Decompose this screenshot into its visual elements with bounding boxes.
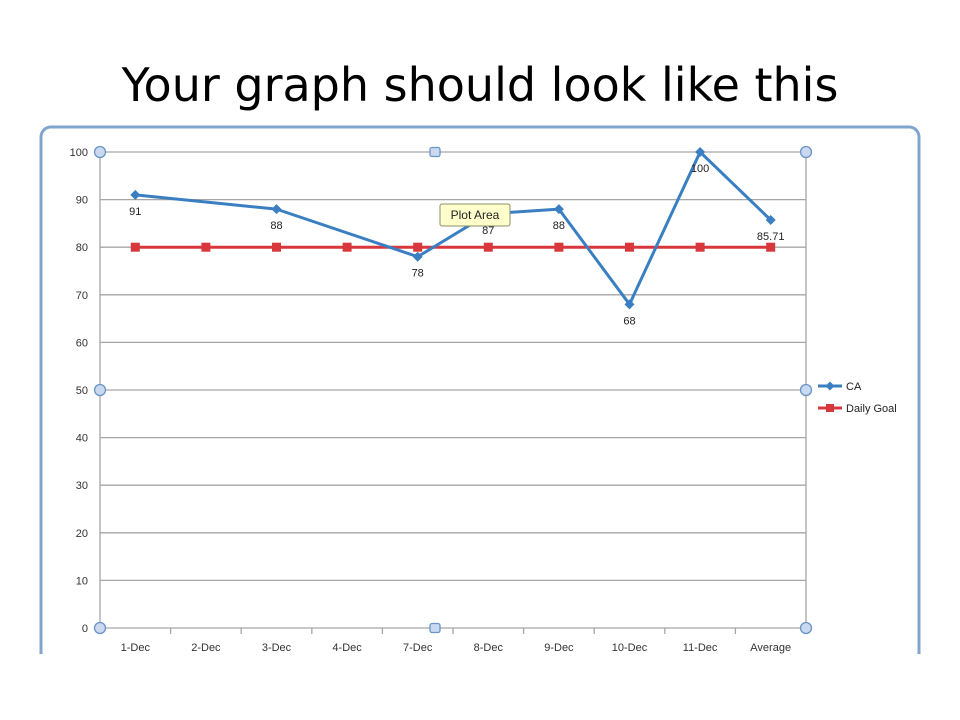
y-tick-label: 70 <box>76 290 88 302</box>
x-tick-label: Average <box>750 642 791 654</box>
x-tick-label: 1-Dec <box>121 642 151 654</box>
y-tick-label: 50 <box>76 385 88 397</box>
y-tick-label: 0 <box>82 623 88 635</box>
daily-goal-marker[interactable] <box>342 242 352 252</box>
ca-data-label: 100 <box>691 163 709 175</box>
ca-data-label: 87 <box>482 225 494 237</box>
ca-marker[interactable] <box>624 299 635 310</box>
slide-title: Your graph should look like this <box>121 58 839 112</box>
x-tick-label: 8-Dec <box>474 642 504 654</box>
data-labels: 91 88 78 87 88 68 100 85.71 <box>129 163 784 327</box>
resize-handle-corner[interactable] <box>799 383 813 397</box>
ca-data-label: 68 <box>623 315 635 327</box>
ca-marker[interactable] <box>412 251 423 262</box>
legend-label: CA <box>846 381 862 393</box>
x-tick-label: 2-Dec <box>191 642 221 654</box>
daily-goal-marker[interactable] <box>695 242 705 252</box>
ca-marker[interactable] <box>130 189 141 200</box>
resize-handle-edge[interactable] <box>429 622 441 634</box>
daily-goal-marker[interactable] <box>413 242 423 252</box>
legend-label: Daily Goal <box>846 403 897 415</box>
ca-marker[interactable] <box>271 204 282 215</box>
legend-marker <box>825 381 835 391</box>
plot-area-handles <box>93 145 813 635</box>
resize-handle-corner[interactable] <box>93 383 107 397</box>
daily-goal-marker[interactable] <box>483 242 493 252</box>
y-tick-label: 40 <box>76 433 88 445</box>
tooltip-text: Plot Area <box>451 208 500 222</box>
plot-area-tooltip: Plot Area <box>439 203 511 227</box>
daily-goal-marker[interactable] <box>554 242 564 252</box>
resize-handle-edge[interactable] <box>429 146 441 158</box>
y-axis-ticks: 0 10 20 30 40 50 60 70 80 90 100 <box>70 147 88 635</box>
y-tick-label: 20 <box>76 528 88 540</box>
resize-handle-corner[interactable] <box>799 621 813 635</box>
y-tick-label: 80 <box>76 242 88 254</box>
series <box>130 147 776 310</box>
x-axis-ticks: 1-Dec 2-Dec 3-Dec 4-Dec 7-Dec 8-Dec 9-Dec 10-De… <box>121 642 791 654</box>
y-tick-label: 100 <box>70 147 88 159</box>
series-line-ca[interactable] <box>135 150 772 306</box>
legend: CA Daily Goal <box>818 381 897 415</box>
ca-data-label: 78 <box>412 268 424 280</box>
ca-data-label: 88 <box>553 220 565 232</box>
chart-frame[interactable]: 0 10 20 30 40 50 60 70 80 90 100 1-Dec 2-Dec 3-Dec 4-… <box>38 124 922 669</box>
ca-marker[interactable] <box>765 215 776 226</box>
legend-marker <box>826 404 834 412</box>
x-tick-label: 10-Dec <box>612 642 648 654</box>
resize-handle-corner[interactable] <box>93 621 107 635</box>
daily-goal-marker[interactable] <box>201 242 211 252</box>
line-chart[interactable]: 0 10 20 30 40 50 60 70 80 90 100 1-Dec 2-Dec 3-Dec 4-… <box>38 124 922 669</box>
x-tick-label: 4-Dec <box>332 642 362 654</box>
daily-goal-marker[interactable] <box>130 242 140 252</box>
ca-data-label: 85.71 <box>757 231 785 243</box>
daily-goal-marker[interactable] <box>625 242 634 252</box>
x-tick-label: 11-Dec <box>683 642 718 654</box>
resize-handle-corner[interactable] <box>799 145 813 159</box>
ca-marker[interactable] <box>553 204 564 215</box>
resize-handle-corner[interactable] <box>93 145 107 159</box>
x-tick-label: 7-Dec <box>403 642 433 654</box>
y-tick-label: 90 <box>76 195 88 207</box>
ca-data-label: 88 <box>270 220 282 232</box>
y-tick-label: 30 <box>76 480 88 492</box>
ca-data-label: 91 <box>129 206 141 218</box>
daily-goal-marker[interactable] <box>766 242 776 252</box>
ca-marker[interactable] <box>695 147 706 157</box>
y-tick-label: 10 <box>76 575 88 587</box>
tooltip-box <box>439 203 511 227</box>
daily-goal-marker[interactable] <box>272 242 281 252</box>
x-tick-label: 9-Dec <box>544 642 574 654</box>
x-tick-label: 3-Dec <box>262 642 292 654</box>
y-tick-label: 60 <box>76 337 88 349</box>
